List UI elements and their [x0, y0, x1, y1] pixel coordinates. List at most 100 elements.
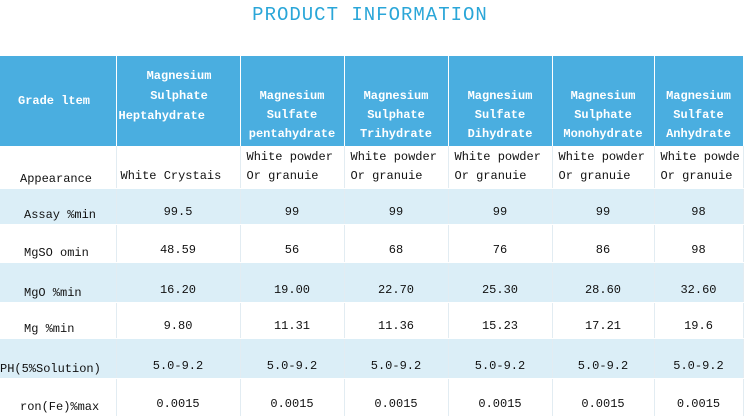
- cell-line: 48.59: [159, 242, 196, 257]
- column-header-line: Magnesium: [363, 89, 429, 103]
- column-header-line: Monohydrate: [563, 127, 643, 141]
- table-cell: 5.0-9.2: [448, 338, 553, 379]
- column-header-line: Sulfate: [474, 108, 526, 122]
- column-header-line: Sulphate: [150, 89, 208, 103]
- column-header-line: Sulphate: [574, 108, 632, 122]
- table-cell: White powder Or granuie: [448, 146, 553, 189]
- cell-line: 99.5: [163, 204, 193, 219]
- cell-line: 56: [284, 242, 300, 257]
- column-header: Magnesium Sulphate Heptahydrate: [116, 56, 241, 146]
- grade-item-header: Grade ltem: [0, 56, 117, 146]
- cell-line: 22.70: [377, 282, 414, 297]
- table-cell: 5.0-9.2: [240, 338, 345, 379]
- cell-line: Or granuie: [350, 168, 423, 183]
- cell-line: White powder: [350, 149, 437, 164]
- table-cell: White powder Or granuie: [552, 146, 655, 189]
- cell-line: 5.0-9.2: [152, 358, 204, 373]
- column-header-line: Magnesium: [259, 89, 325, 103]
- cell-line: Or granuie: [454, 168, 527, 183]
- cell-line: 5.0-9.2: [266, 358, 318, 373]
- cell-line: 0.0015: [581, 396, 625, 411]
- cell-line: 5.0-9.2: [370, 358, 422, 373]
- cell-line: 0.0015: [676, 396, 721, 411]
- table-cell: 56: [240, 224, 345, 263]
- table-row: MgSO omin 48.59 56 68 76 86 98: [0, 224, 744, 263]
- table-cell: 32.60: [654, 262, 744, 303]
- column-header-line: Dihydrate: [467, 127, 533, 141]
- cell-line: 0.0015: [270, 396, 314, 411]
- column-header: Magnesium Sulphate Trihydrate: [344, 56, 449, 146]
- table-row: Appearance White Crystais White powder Or g…: [0, 146, 744, 189]
- cell-line: 28.60: [584, 282, 621, 297]
- row-label: Mg %min: [0, 302, 117, 339]
- cell-line: White powder: [454, 149, 541, 164]
- column-header-line: Magnesium: [570, 89, 636, 103]
- column-header-line: Trihydrate: [359, 127, 432, 141]
- cell-line: 32.60: [680, 282, 717, 297]
- cell-line: White powde: [660, 149, 740, 164]
- table-cell: 17.21: [552, 302, 655, 339]
- cell-line: Or granuie: [246, 168, 319, 183]
- column-header: Magnesium Sulfate pentahydrate: [240, 56, 345, 146]
- table-cell: White powde Or granuie: [654, 146, 744, 189]
- cell-line: 99: [388, 204, 404, 219]
- column-header-line: Heptahydrate: [118, 109, 205, 123]
- cell-line: White Crystais: [120, 168, 222, 183]
- cell-line: 98: [691, 242, 706, 257]
- table-cell: White powder Or granuie: [240, 146, 345, 189]
- column-header-line: pentahydrate: [248, 127, 336, 141]
- cell-line: 25.30: [481, 282, 518, 297]
- column-header-line: Magnesium: [666, 89, 731, 103]
- cell-line: 98: [691, 204, 706, 219]
- table-cell: White powder Or granuie: [344, 146, 449, 189]
- table-row: MgO %min 16.20 19.00 22.70 25.30 28.60 32.60: [0, 262, 744, 303]
- table-cell: 15.23: [448, 302, 553, 339]
- cell-line: 0.0015: [156, 396, 200, 411]
- cell-line: 17.21: [584, 318, 621, 333]
- cell-line: 0.0015: [478, 396, 522, 411]
- table-cell: 19.6: [654, 302, 744, 339]
- product-table: Grade ltem Magnesium Sulphate Heptahydra…: [0, 56, 744, 417]
- table-cell: 99: [344, 188, 449, 225]
- cell-line: 19.6: [684, 318, 713, 333]
- table-cell: 5.0-9.2: [552, 338, 655, 379]
- cell-line: 86: [595, 242, 611, 257]
- column-header-line: Sulphate: [367, 108, 425, 122]
- column-header-line: Anhydrate: [666, 127, 731, 141]
- cell-line: Or granuie: [660, 168, 733, 183]
- cell-line: 15.23: [481, 318, 518, 333]
- row-label: Assay %min: [0, 188, 117, 225]
- row-label: MgO %min: [0, 262, 117, 303]
- table-cell: 0.0015: [344, 378, 449, 417]
- column-header-line: Sulfate: [673, 108, 724, 122]
- cell-line: 68: [388, 242, 404, 257]
- cell-line: 76: [492, 242, 508, 257]
- table-row: Assay %min 99.5 99 99 99 99 98: [0, 188, 744, 225]
- table-cell: 99.5: [116, 188, 241, 225]
- cell-line: White powder: [558, 149, 645, 164]
- column-header: Magnesium Sulfate Anhydrate: [654, 56, 744, 146]
- cell-line: 9.80: [163, 318, 193, 333]
- table-row: ron(Fe)%max 0.0015 0.0015 0.0015 0.0015 0.001…: [0, 378, 744, 417]
- cell-line: 5.0-9.2: [474, 358, 526, 373]
- table-cell: 0.0015: [448, 378, 553, 417]
- table-cell: 68: [344, 224, 449, 263]
- cell-line: 99: [284, 204, 300, 219]
- cell-line: 16.20: [159, 282, 196, 297]
- table-row: Mg %min 9.80 11.31 11.36 15.23 17.21 19.6: [0, 302, 744, 339]
- page-title: PRODUCT INFORMATION: [252, 4, 488, 26]
- table-cell: 11.36: [344, 302, 449, 339]
- column-header: Magnesium Sulphate Monohydrate: [552, 56, 655, 146]
- table-cell: 98: [654, 224, 744, 263]
- cell-line: 99: [492, 204, 508, 219]
- cell-line: 0.0015: [374, 396, 418, 411]
- row-label: ron(Fe)%max: [0, 378, 117, 417]
- column-header: Magnesium Sulfate Dihydrate: [448, 56, 553, 146]
- cell-line: 99: [595, 204, 611, 219]
- table-cell: 99: [240, 188, 345, 225]
- table-cell: 0.0015: [654, 378, 744, 417]
- cell-line: White powder: [246, 149, 333, 164]
- table-cell: 76: [448, 224, 553, 263]
- table-cell: 0.0015: [116, 378, 241, 417]
- column-header-line: Magnesium: [146, 69, 212, 83]
